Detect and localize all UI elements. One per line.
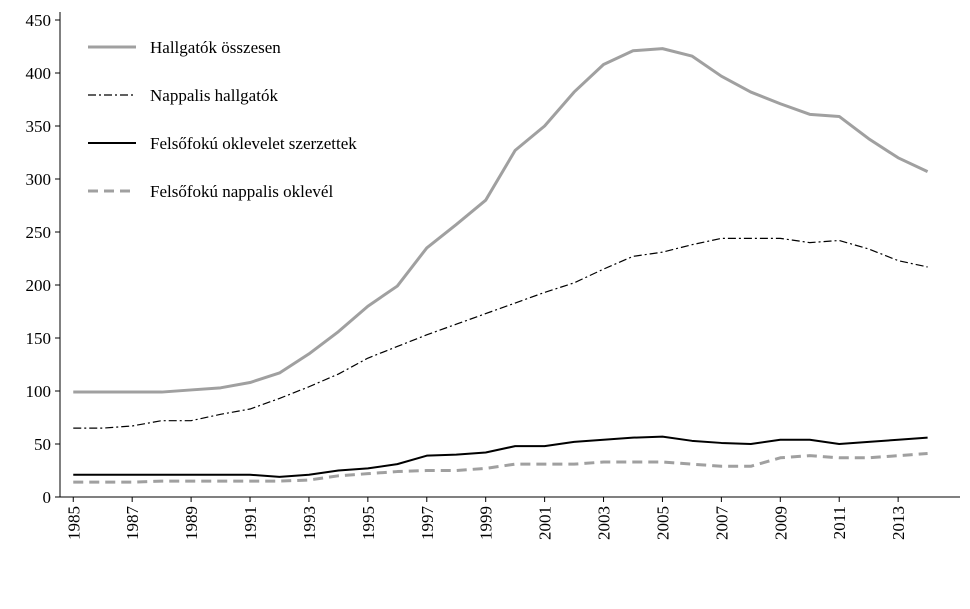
- x-tick-label: 1989: [182, 506, 201, 540]
- series-line: [73, 47, 929, 394]
- x-tick-label: 2007: [712, 506, 731, 541]
- x-tick-label: 2003: [595, 506, 614, 540]
- y-tick-label: 350: [26, 117, 52, 136]
- y-tick-label: 400: [26, 64, 52, 83]
- series-line: [73, 452, 928, 484]
- x-tick-label: 1985: [64, 506, 83, 540]
- legend-label: Nappalis hallgatók: [150, 86, 278, 105]
- x-tick-label: 2011: [830, 506, 849, 539]
- legend-label: Felsőfokú oklevelet szerzettek: [150, 134, 357, 153]
- legend-label: Felsőfokú nappalis oklevél: [150, 182, 333, 201]
- y-tick-label: 200: [26, 276, 52, 295]
- x-tick-label: 2009: [771, 506, 790, 540]
- y-tick-label: 50: [34, 435, 51, 454]
- y-tick-label: 450: [26, 11, 52, 30]
- y-tick-label: 150: [26, 329, 52, 348]
- y-tick-label: 250: [26, 223, 52, 242]
- x-tick-label: 1997: [418, 506, 437, 541]
- x-tick-label: 1999: [477, 506, 496, 540]
- y-tick-label: 100: [26, 382, 52, 401]
- y-tick-label: 0: [43, 488, 52, 507]
- x-tick-label: 2001: [536, 506, 555, 540]
- x-tick-label: 1991: [241, 506, 260, 540]
- x-tick-label: 1987: [123, 506, 142, 541]
- y-tick-label: 300: [26, 170, 52, 189]
- series-line: [73, 435, 928, 478]
- legend-label: Hallgatók összesen: [150, 38, 281, 57]
- series-line: [73, 237, 928, 429]
- x-tick-label: 2005: [653, 506, 672, 540]
- x-tick-label: 1995: [359, 506, 378, 540]
- x-tick-label: 1993: [300, 506, 319, 540]
- x-tick-label: 2013: [889, 506, 908, 540]
